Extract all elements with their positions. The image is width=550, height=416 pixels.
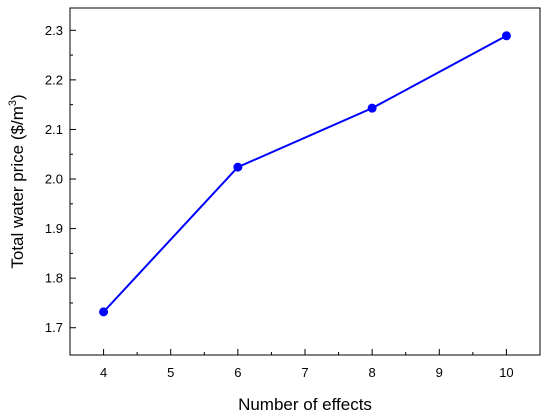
x-tick-label: 6 [234,365,241,380]
x-tick-label: 10 [499,365,513,380]
y-tick-label: 2.2 [45,72,63,87]
plot-frame [69,7,541,356]
y-axis-title-prefix: Total water price ($/m [8,106,27,269]
x-tick-label: 4 [100,365,107,380]
data-point [501,31,511,41]
x-tick-label: 9 [436,365,443,380]
y-tick-label: 1.7 [45,320,63,335]
y-axis-title-suffix: ) [8,94,27,100]
y-tick-label: 1.8 [45,271,63,286]
x-tick-label: 8 [369,365,376,380]
y-tick-label: 2.0 [45,172,63,187]
x-axis-ticks: 4 5 6 7 8 9 10 [100,349,514,380]
series-line [102,34,507,313]
y-axis-title: Total water price ($/m3) [7,94,27,268]
x-axis-title: Number of effects [238,395,372,414]
y-axis-ticks: 1.7 1.8 1.9 2.0 2.1 2.2 2.3 [45,23,76,335]
x-tick-label: 7 [301,365,308,380]
y-tick-label: 2.1 [45,122,63,137]
y-tick-label: 1.9 [45,221,63,236]
data-point [99,307,109,317]
data-point [367,103,377,113]
series-layer [99,31,511,317]
y-tick-label: 2.3 [45,23,63,38]
y-axis-title-superscript: 3 [7,100,19,106]
data-point [233,162,243,172]
x-tick-label: 5 [167,365,174,380]
